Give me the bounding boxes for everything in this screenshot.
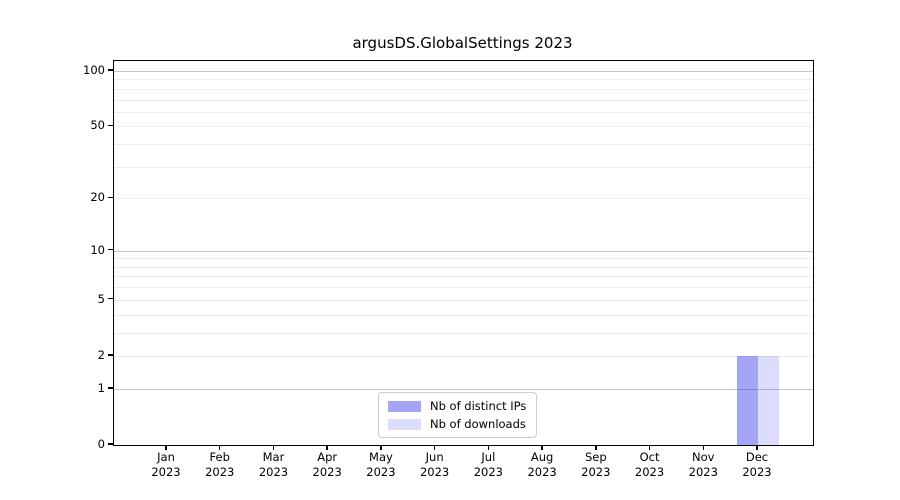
chart-title: argusDS.GlobalSettings 2023: [352, 34, 573, 52]
y-tick-mark: [108, 69, 113, 71]
gridline: [114, 88, 813, 90]
y-tick-mark: [108, 248, 113, 251]
x-tick-label-sep: Sep 2023: [581, 450, 611, 479]
x-tick-label-apr: Apr 2023: [312, 450, 342, 479]
gridline: [114, 287, 813, 289]
legend-label-distinct-ips: Nb of distinct IPs: [430, 399, 527, 413]
x-tick-mark: [702, 445, 704, 451]
legend-swatch-downloads: [388, 418, 421, 430]
y-tick-mark: [108, 354, 113, 356]
x-tick-mark: [756, 445, 758, 451]
gridline: [114, 99, 813, 101]
y-tick-mark: [108, 196, 113, 198]
x-tick-label-jan: Jan 2023: [151, 450, 181, 479]
gridline: [114, 166, 813, 168]
gridline: [114, 71, 813, 72]
y-tick-mark: [108, 443, 113, 445]
bar-dec-s0: [737, 355, 758, 445]
gridline: [114, 266, 813, 268]
y-tick-label-20: 20: [90, 190, 105, 205]
x-tick-label-feb: Feb 2023: [205, 450, 235, 479]
x-tick-label-jun: Jun 2023: [419, 450, 450, 479]
x-tick-label-dec: Dec 2023: [742, 450, 772, 479]
y-tick-mark: [108, 124, 113, 127]
gridline: [114, 388, 813, 390]
gridline: [114, 314, 813, 316]
x-tick-mark: [433, 445, 436, 451]
legend-swatch-distinct-ips: [388, 400, 421, 412]
x-tick-mark: [541, 445, 543, 451]
y-tick-mark: [108, 387, 113, 389]
x-tick-mark: [326, 445, 328, 451]
y-tick-label-0: 0: [97, 437, 105, 451]
x-tick-label-nov: Nov 2023: [688, 450, 718, 479]
x-tick-mark: [595, 445, 597, 451]
x-tick-label-mar: Mar 2023: [258, 450, 289, 479]
gridline: [114, 126, 813, 128]
x-tick-label-jul: Jul 2023: [473, 450, 503, 479]
y-tick-label-50: 50: [90, 118, 105, 133]
gridline: [114, 355, 813, 357]
x-tick-mark: [487, 445, 490, 451]
gridline: [114, 332, 813, 334]
x-tick-label-aug: Aug 2023: [527, 450, 557, 479]
x-tick-mark: [648, 445, 651, 451]
legend-row-distinct-ips: Nb of distinct IPs: [388, 399, 526, 413]
y-tick-label-5: 5: [97, 291, 105, 306]
gridline: [114, 276, 813, 278]
legend: Nb of distinct IPs Nb of downloads: [378, 392, 538, 438]
y-tick-label-2: 2: [97, 347, 105, 362]
gridline: [114, 198, 813, 200]
gridline: [114, 250, 813, 252]
y-tick-label-10: 10: [90, 242, 105, 257]
gridline: [114, 258, 813, 260]
y-tick-label-100: 100: [83, 63, 105, 77]
y-tick-mark: [108, 298, 113, 300]
gridline: [114, 299, 813, 301]
x-tick-mark: [219, 445, 221, 451]
gridline: [114, 79, 813, 81]
gridline: [114, 144, 813, 146]
gridline: [114, 111, 813, 113]
x-tick-label-oct: Oct 2023: [634, 450, 665, 479]
x-tick-mark: [165, 445, 167, 451]
y-tick-label-1: 1: [97, 380, 105, 395]
plot-area: [113, 60, 814, 446]
legend-row-downloads: Nb of downloads: [388, 417, 526, 431]
x-tick-label-may: May 2023: [366, 450, 396, 479]
bar-dec-s1: [758, 355, 779, 445]
legend-label-downloads: Nb of downloads: [430, 417, 526, 431]
x-tick-mark: [380, 445, 382, 451]
x-tick-mark: [272, 445, 275, 451]
